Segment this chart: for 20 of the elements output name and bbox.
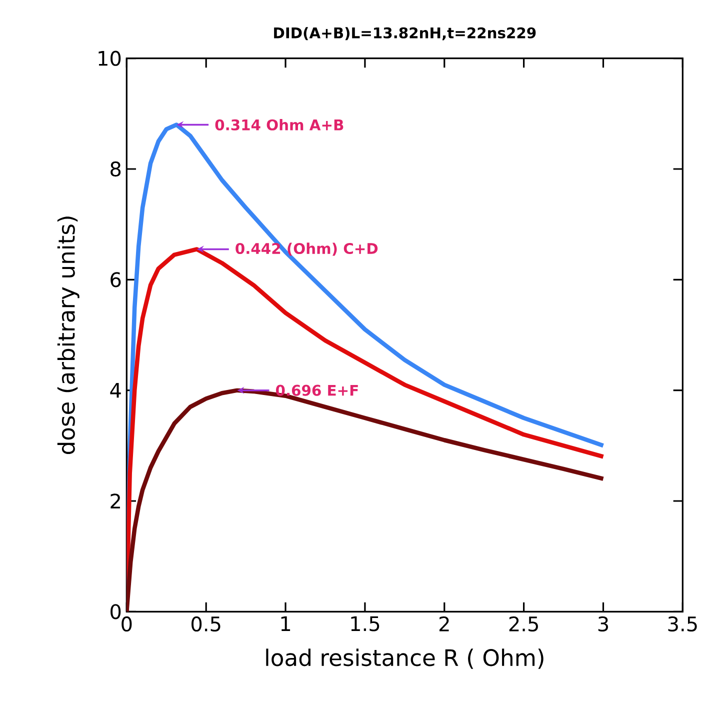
y-tick-label: 4	[110, 383, 121, 398]
x-tick-label: 0	[122, 616, 132, 632]
x-tick-label: 3.5	[668, 616, 697, 632]
x-tick-label: 3	[598, 616, 608, 632]
y-tick-label: 10	[98, 50, 121, 66]
annotation: 0.442 (Ohm) C+D	[236, 242, 378, 256]
x-tick-label: 2.5	[509, 616, 538, 632]
y-tick-label: 6	[110, 272, 121, 288]
y-axis-title: dose (arbitrary units)	[57, 216, 80, 454]
x-tick-label: 0.5	[192, 616, 220, 632]
y-tick-label: 8	[110, 161, 121, 177]
x-tick-label: 1	[281, 616, 290, 631]
x-tick-label: 2	[439, 616, 449, 632]
y-tick-label: 0	[110, 604, 121, 620]
annotation: 0.314 Ohm A+B	[215, 119, 344, 130]
x-tick-label: 1.5	[351, 616, 380, 632]
annotation: 0.696 E+F	[276, 384, 358, 396]
x-axis-title: load resistance R ( Ohm)	[266, 648, 544, 669]
y-tick-label: 2	[110, 494, 120, 508]
chart-title: DID(A+B)L=13.82nH,t=22ns229	[274, 27, 536, 40]
